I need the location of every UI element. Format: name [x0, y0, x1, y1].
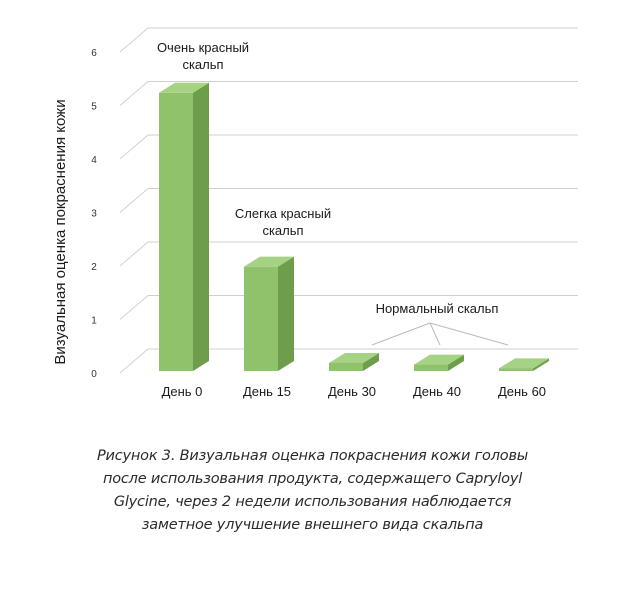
- bar-top: [414, 354, 464, 365]
- bar-side: [363, 352, 379, 371]
- bar: [329, 352, 379, 371]
- bar-top: [329, 352, 379, 363]
- bar-front: [244, 266, 278, 371]
- y-tick-label: 3: [91, 209, 97, 220]
- chart-bars: [159, 82, 549, 372]
- caption-line: Glycine, через 2 недели использования на…: [113, 494, 512, 510]
- annotation-pointer: [429, 322, 509, 346]
- gridline: [119, 27, 578, 53]
- gridline: [119, 241, 578, 267]
- annotation-label: Нормальный скальп: [376, 301, 499, 316]
- bar-top: [159, 82, 209, 93]
- y-tick-label: 2: [91, 262, 97, 273]
- gridline: [119, 295, 578, 320]
- y-axis-ticks: 0 1 2 3 4 5 6: [91, 48, 97, 380]
- bar: [244, 256, 294, 371]
- x-axis-categories: День 0 День 15 День 30 День 40 День 60: [162, 384, 546, 399]
- y-tick-label: 4: [91, 155, 97, 166]
- x-category-label: День 15: [243, 384, 291, 399]
- figure-caption: Рисунок 3. Визуальная оценка покраснения…: [40, 445, 585, 537]
- bar: [414, 354, 464, 371]
- bar: [159, 82, 209, 372]
- gridline: [119, 81, 578, 106]
- gridline: [119, 134, 578, 160]
- y-axis-label: Визуальная оценка покраснения кожи: [52, 99, 69, 364]
- x-category-label: День 40: [413, 384, 461, 399]
- annotation-label: Слегка красный скальп: [235, 206, 331, 238]
- bar-front: [499, 368, 533, 371]
- bar-side: [533, 358, 549, 371]
- y-tick-label: 5: [91, 102, 97, 113]
- caption-line: Рисунок 3. Визуальная оценка покраснения…: [96, 448, 529, 464]
- bar-side: [448, 354, 464, 371]
- bar-top: [499, 358, 549, 369]
- caption-line: после использования продукта, содержащег…: [102, 471, 523, 487]
- annotation-label: Очень красный скальп: [157, 40, 249, 72]
- y-tick-label: 6: [91, 48, 97, 59]
- y-tick-label: 0: [91, 369, 97, 380]
- bar-front: [329, 362, 363, 371]
- gridline: [119, 348, 578, 374]
- caption-line: заметное улучшение внешнего вида скальпа: [141, 517, 484, 533]
- bar-top: [244, 256, 294, 267]
- bar-side: [278, 256, 294, 371]
- x-category-label: День 30: [328, 384, 376, 399]
- bar-side: [193, 82, 209, 372]
- chart-annotations: Очень красный скальп Слегка красный скальп Н…: [157, 40, 509, 346]
- annotation-pointer: [371, 322, 431, 346]
- annotation-pointer: [429, 322, 441, 346]
- x-category-label: День 60: [498, 384, 546, 399]
- chart-gridlines: [119, 27, 578, 374]
- x-category-label: День 0: [162, 384, 203, 399]
- y-tick-label: 1: [91, 316, 97, 327]
- bar-front: [159, 92, 193, 372]
- bar-front: [414, 364, 448, 371]
- gridline: [119, 188, 578, 213]
- bar: [499, 358, 549, 371]
